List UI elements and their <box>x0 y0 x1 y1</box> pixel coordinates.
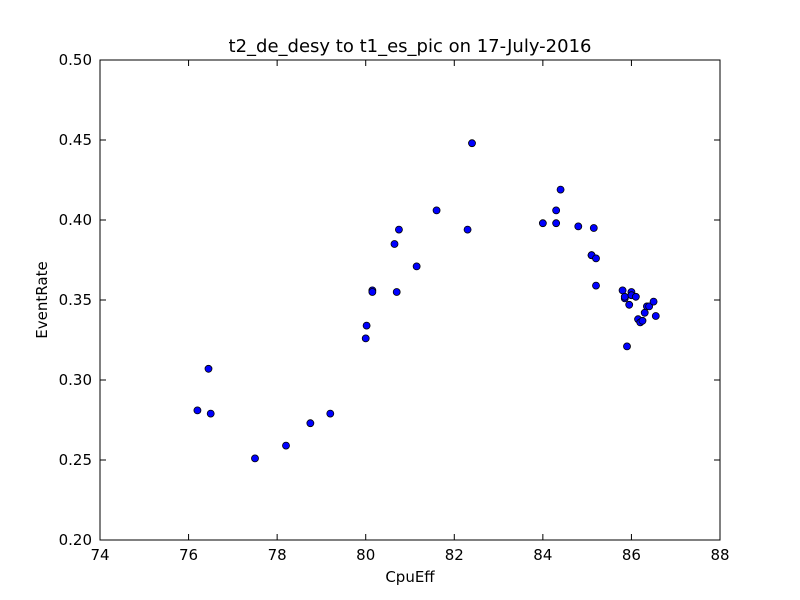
y-tick-label: 0.40 <box>59 211 92 229</box>
data-point <box>538 219 547 228</box>
data-point <box>631 292 640 301</box>
data-point <box>592 281 600 290</box>
y-tick-label: 0.45 <box>59 131 92 149</box>
data-point <box>618 286 627 295</box>
y-tick-label: 0.30 <box>59 371 92 389</box>
plot-area <box>99 59 721 541</box>
x-tick-label: 80 <box>356 546 375 564</box>
data-point <box>640 308 649 317</box>
data-point <box>592 254 600 263</box>
data-point <box>361 334 370 343</box>
data-point <box>651 312 660 320</box>
chart-title: t2_de_desy to t1_es_pic on 17-July-2016 <box>229 36 592 57</box>
data-point <box>574 222 583 231</box>
y-tick-label: 0.35 <box>59 291 92 309</box>
data-point <box>623 342 631 351</box>
data-point <box>326 409 335 418</box>
data-point <box>625 300 634 309</box>
data-points <box>193 139 660 463</box>
x-tick-label: 74 <box>90 546 109 564</box>
x-tick-label: 78 <box>268 546 287 564</box>
data-point <box>390 240 399 248</box>
data-point <box>282 441 290 450</box>
data-point <box>552 206 561 215</box>
data-point <box>395 225 403 234</box>
data-point <box>649 297 658 306</box>
data-point <box>552 219 561 228</box>
x-tick-label: 82 <box>445 546 464 564</box>
data-point <box>463 225 472 234</box>
y-tick-label: 0.50 <box>59 51 92 69</box>
data-point <box>392 288 401 296</box>
data-point <box>589 224 598 232</box>
data-point <box>368 288 377 296</box>
y-axis-label: EventRate <box>33 261 51 338</box>
x-axis-label: CpuEff <box>385 568 435 586</box>
data-point <box>556 185 565 194</box>
x-tick-label: 76 <box>179 546 198 564</box>
data-point <box>306 419 315 428</box>
data-point <box>251 454 259 463</box>
data-point <box>412 262 421 271</box>
x-tick-label: 86 <box>622 546 641 564</box>
data-point <box>645 302 654 311</box>
data-point <box>362 321 371 330</box>
data-point <box>432 206 441 215</box>
data-point <box>206 409 215 418</box>
y-tick-label: 0.25 <box>59 451 92 469</box>
x-tick-label: 88 <box>710 546 729 564</box>
data-point <box>638 316 647 325</box>
y-tick-label: 0.20 <box>59 531 92 549</box>
data-point <box>468 139 476 148</box>
axis-ticks: 74 76 78 80 82 84 86 88 0.20 0.25 0.30 0.35 0.40 0.45… <box>59 51 730 564</box>
x-tick-label: 84 <box>533 546 552 564</box>
data-point <box>193 406 202 415</box>
data-point <box>204 364 213 373</box>
data-point <box>620 292 629 301</box>
